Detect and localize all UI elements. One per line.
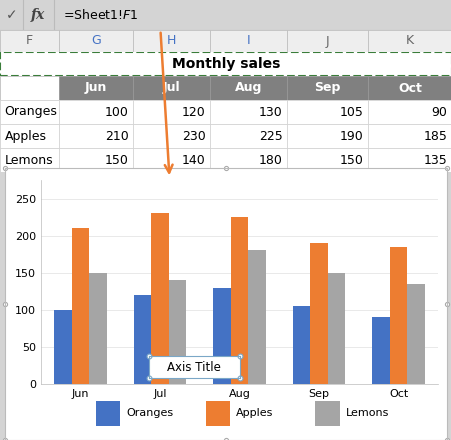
Text: Sep: Sep bbox=[314, 81, 340, 95]
Bar bbox=[133, 30, 210, 52]
Bar bbox=[59, 30, 133, 52]
Bar bbox=[133, 76, 210, 100]
Text: Lemons: Lemons bbox=[5, 154, 53, 166]
Bar bbox=[205, 400, 230, 425]
Bar bbox=[286, 76, 368, 100]
Bar bbox=[54, 310, 72, 384]
Bar bbox=[389, 247, 406, 384]
Text: G: G bbox=[91, 34, 101, 48]
Bar bbox=[286, 148, 368, 172]
Bar bbox=[133, 295, 151, 384]
Text: 90: 90 bbox=[431, 106, 446, 118]
Bar bbox=[133, 124, 210, 148]
Text: Oranges: Oranges bbox=[126, 408, 173, 418]
Text: H: H bbox=[167, 34, 176, 48]
Bar bbox=[59, 100, 133, 124]
Text: 225: 225 bbox=[258, 129, 282, 143]
Text: Jul: Jul bbox=[163, 81, 180, 95]
Text: =Sheet1!$F$1: =Sheet1!$F$1 bbox=[63, 8, 138, 22]
Bar bbox=[230, 217, 248, 384]
Bar bbox=[210, 124, 286, 148]
Text: Jun: Jun bbox=[85, 81, 107, 95]
Text: 150: 150 bbox=[339, 154, 363, 166]
Text: 130: 130 bbox=[258, 106, 282, 118]
Bar bbox=[286, 124, 368, 148]
Text: 135: 135 bbox=[423, 154, 446, 166]
Text: Lemons: Lemons bbox=[345, 408, 388, 418]
Text: I: I bbox=[246, 34, 250, 48]
Bar bbox=[72, 228, 89, 384]
Text: 230: 230 bbox=[181, 129, 205, 143]
Bar bbox=[210, 30, 286, 52]
Text: 190: 190 bbox=[339, 129, 363, 143]
Bar bbox=[0, 30, 59, 52]
Text: 105: 105 bbox=[339, 106, 363, 118]
Bar bbox=[96, 400, 120, 425]
Bar bbox=[133, 100, 210, 124]
Bar bbox=[133, 148, 210, 172]
Bar bbox=[368, 124, 451, 148]
Bar bbox=[151, 213, 168, 384]
Bar bbox=[368, 76, 451, 100]
Text: 150: 150 bbox=[105, 154, 129, 166]
Bar bbox=[286, 100, 368, 124]
Text: J: J bbox=[325, 34, 329, 48]
Bar bbox=[372, 317, 389, 384]
Bar bbox=[292, 306, 310, 384]
Text: 185: 185 bbox=[423, 129, 446, 143]
Bar bbox=[368, 100, 451, 124]
Text: 210: 210 bbox=[105, 129, 129, 143]
Text: 120: 120 bbox=[181, 106, 205, 118]
Bar bbox=[368, 30, 451, 52]
Text: 100: 100 bbox=[105, 106, 129, 118]
Bar bbox=[213, 288, 230, 384]
Text: Aug: Aug bbox=[235, 81, 262, 95]
Text: Oranges: Oranges bbox=[5, 106, 57, 118]
Bar bbox=[327, 273, 345, 384]
Bar bbox=[310, 243, 327, 384]
Text: Apples: Apples bbox=[236, 408, 273, 418]
Bar bbox=[210, 100, 286, 124]
Bar bbox=[89, 273, 106, 384]
Bar bbox=[59, 148, 133, 172]
Text: Axis Title: Axis Title bbox=[167, 360, 221, 374]
Text: Apples: Apples bbox=[5, 129, 46, 143]
Bar bbox=[286, 30, 368, 52]
Text: 180: 180 bbox=[258, 154, 282, 166]
Bar bbox=[0, 124, 59, 148]
Bar bbox=[248, 250, 265, 384]
Text: Monthly sales: Monthly sales bbox=[171, 57, 280, 71]
Text: fx: fx bbox=[31, 8, 46, 22]
Text: F: F bbox=[26, 34, 33, 48]
Bar bbox=[210, 148, 286, 172]
Bar bbox=[59, 124, 133, 148]
Bar bbox=[368, 148, 451, 172]
Bar bbox=[0, 148, 59, 172]
Bar bbox=[168, 280, 186, 384]
Text: ✓: ✓ bbox=[5, 8, 17, 22]
Bar bbox=[0, 76, 59, 100]
Text: 140: 140 bbox=[181, 154, 205, 166]
Bar bbox=[59, 76, 133, 100]
Bar bbox=[210, 76, 286, 100]
Bar bbox=[315, 400, 339, 425]
Text: Oct: Oct bbox=[397, 81, 421, 95]
Bar bbox=[0, 100, 59, 124]
Text: K: K bbox=[405, 34, 413, 48]
Bar bbox=[406, 284, 424, 384]
